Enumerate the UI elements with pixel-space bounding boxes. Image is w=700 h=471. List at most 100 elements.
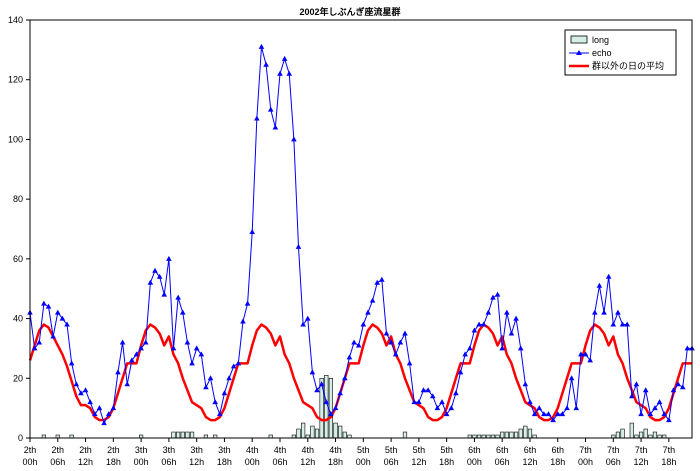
echo-point <box>434 405 441 411</box>
echo-point <box>406 360 413 366</box>
x-tick-label-hour: 06h <box>272 457 287 467</box>
echo-point <box>416 399 422 405</box>
x-tick-label-hour: 12h <box>78 457 93 467</box>
echo-point <box>462 351 468 357</box>
echo-point <box>45 303 52 309</box>
echo-point <box>337 390 343 396</box>
x-tick-label-hour: 06h <box>495 457 510 467</box>
legend-average-label: 群以外の日の平均 <box>592 60 664 71</box>
x-tick-label-day: 6th <box>524 445 537 455</box>
long-bar <box>615 431 621 439</box>
x-tick-label-day: 7th <box>635 445 648 455</box>
x-tick-label-day: 7th <box>607 445 620 455</box>
echo-point <box>596 282 603 288</box>
long-bar <box>333 422 338 439</box>
y-tick-label: 20 <box>13 373 23 383</box>
x-tick-label-day: 2th <box>24 445 37 455</box>
plot-frame <box>29 19 693 439</box>
x-tick-label-hour: 00h <box>22 457 37 467</box>
echo-point <box>360 321 367 327</box>
echo-point <box>249 228 256 234</box>
echo-point <box>545 411 552 417</box>
echo-point <box>318 381 325 387</box>
echo-point <box>374 279 381 285</box>
echo-point <box>323 399 330 405</box>
long-bar <box>180 431 185 439</box>
echo-point <box>291 136 297 142</box>
echo-point <box>638 411 644 417</box>
legend-echo-marker <box>576 50 582 55</box>
x-tick-label-hour: 18h <box>217 457 232 467</box>
x-tick-label-day: 7th <box>579 445 592 455</box>
long-bar <box>620 428 625 439</box>
echo-point <box>286 70 293 76</box>
echo-point <box>31 345 38 351</box>
echo-point <box>272 124 279 130</box>
long-bar <box>402 431 408 439</box>
echo-point <box>573 405 580 411</box>
echo-point <box>494 291 501 297</box>
long-bar <box>171 431 176 439</box>
x-tick-label-hour: 18h <box>439 457 454 467</box>
echo-point <box>420 387 427 393</box>
x-tick-label-day: 4th <box>302 445 315 455</box>
echo-point <box>666 417 672 423</box>
echo-point <box>397 339 404 345</box>
echo-point <box>605 273 612 279</box>
x-tick-label-day: 5th <box>440 445 453 455</box>
echo-point <box>425 387 431 393</box>
y-tick-label: 100 <box>8 134 23 144</box>
echo-point <box>402 330 408 336</box>
echo-point <box>314 387 320 393</box>
x-tick-label-hour: 00h <box>356 457 371 467</box>
echo-point <box>369 297 376 303</box>
echo-point <box>295 243 302 249</box>
x-tick-label-day: 2th <box>107 445 120 455</box>
x-tick-label-day: 4th <box>246 445 259 455</box>
long-bar <box>189 431 195 439</box>
echo-point <box>156 273 163 279</box>
echo-point <box>170 345 177 351</box>
echo-point <box>522 381 529 387</box>
echo-point <box>115 369 121 375</box>
x-tick-label-day: 3th <box>218 445 231 455</box>
echo-point <box>365 309 371 315</box>
x-tick-label-hour: 18h <box>661 457 676 467</box>
x-tick-label-hour: 06h <box>161 457 176 467</box>
echo-point <box>129 357 135 363</box>
y-tick-label: 80 <box>13 194 23 204</box>
legend-long-swatch <box>570 35 588 44</box>
x-tick-label-day: 5th <box>357 445 370 455</box>
long-bar <box>338 425 343 439</box>
echo-point <box>517 345 524 351</box>
y-tick-label: 40 <box>13 314 23 324</box>
echo-point <box>300 321 306 327</box>
x-tick-label-day: 3th <box>163 445 176 455</box>
x-tick-label-day: 6th <box>496 445 509 455</box>
x-tick-label-hour: 12h <box>522 457 537 467</box>
long-bar <box>527 428 533 439</box>
echo-point <box>670 387 677 393</box>
x-tick-label-day: 2th <box>79 445 92 455</box>
echo-point <box>166 255 172 261</box>
x-tick-label-day: 2th <box>52 445 65 455</box>
echo-point <box>36 339 43 345</box>
echo-point <box>328 411 334 417</box>
echo-point <box>235 360 242 366</box>
long-bar <box>314 428 320 439</box>
echo-point <box>92 411 98 417</box>
echo-point <box>304 315 311 321</box>
x-tick-label-day: 3th <box>190 445 203 455</box>
echo-point <box>619 321 626 327</box>
x-tick-label-day: 4th <box>329 445 342 455</box>
x-tick-label-hour: 00h <box>134 457 149 467</box>
echo-point <box>647 411 654 417</box>
echo-point <box>152 267 158 273</box>
x-tick-label-hour: 06h <box>50 457 65 467</box>
echo-point <box>554 411 561 417</box>
echo-point <box>633 381 640 387</box>
x-tick-label-hour: 18h <box>328 457 343 467</box>
echo-point <box>59 315 66 321</box>
echo-point <box>476 321 482 327</box>
